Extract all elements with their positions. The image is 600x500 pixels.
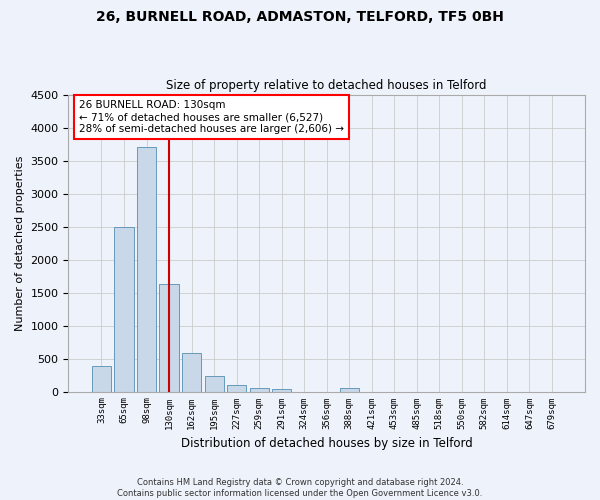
Bar [115, 226, 134, 392]
Bar [205, 376, 224, 392]
Title: Size of property relative to detached houses in Telford: Size of property relative to detached ho… [166, 79, 487, 92]
Bar [182, 352, 201, 392]
Bar [160, 284, 179, 392]
Bar [272, 389, 291, 392]
Bar [227, 384, 246, 392]
Text: 26 BURNELL ROAD: 130sqm
← 71% of detached houses are smaller (6,527)
28% of semi: 26 BURNELL ROAD: 130sqm ← 71% of detache… [79, 100, 344, 134]
Text: 26, BURNELL ROAD, ADMASTON, TELFORD, TF5 0BH: 26, BURNELL ROAD, ADMASTON, TELFORD, TF5… [96, 10, 504, 24]
Text: Contains HM Land Registry data © Crown copyright and database right 2024.
Contai: Contains HM Land Registry data © Crown c… [118, 478, 482, 498]
Bar [340, 388, 359, 392]
Bar [137, 148, 156, 392]
Y-axis label: Number of detached properties: Number of detached properties [15, 156, 25, 330]
Bar [92, 366, 111, 392]
Bar [250, 388, 269, 392]
X-axis label: Distribution of detached houses by size in Telford: Distribution of detached houses by size … [181, 437, 473, 450]
